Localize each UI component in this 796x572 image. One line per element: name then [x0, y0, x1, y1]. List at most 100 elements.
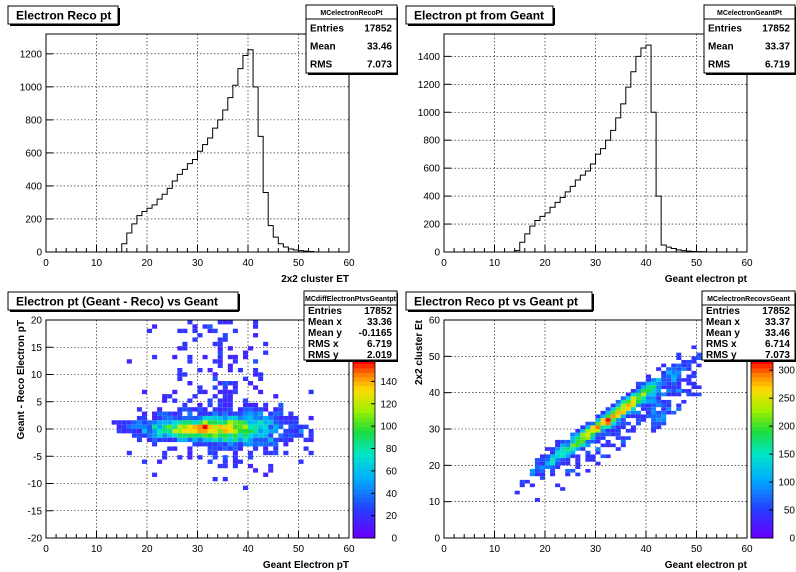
heatmap-cell	[248, 420, 254, 425]
histogram-bin	[273, 237, 278, 252]
heatmap-cell	[212, 455, 218, 460]
heatmap-cell	[580, 432, 586, 437]
heatmap-cell	[635, 385, 641, 390]
x-tick-label: 30	[192, 258, 204, 269]
heatmap-cell	[595, 450, 601, 455]
histogram-bin	[545, 213, 550, 252]
heatmap-cell	[227, 446, 233, 451]
heatmap-cell	[172, 415, 178, 421]
heatmap-cell	[651, 396, 657, 400]
histogram-bin	[283, 247, 288, 252]
heatmap-cell	[187, 446, 193, 451]
heatmap-cell	[288, 415, 294, 421]
heatmap-cell	[666, 403, 672, 408]
chart-title: Electron pt (Geant - Reco) vs Geant	[16, 295, 218, 309]
colorbar-segment	[353, 506, 375, 512]
heatmap-cell	[182, 346, 188, 351]
heatmap-cell	[666, 407, 672, 411]
heatmap-cell	[308, 429, 314, 434]
heatmap-cell	[248, 429, 254, 434]
heatmap-cell	[585, 429, 591, 433]
heatmap-cell	[268, 420, 274, 425]
heatmap-cell	[625, 403, 631, 408]
heatmap-cell	[217, 381, 223, 386]
heatmap-cell	[620, 439, 626, 444]
colorbar-segment	[353, 520, 375, 526]
heatmap-cell	[288, 424, 294, 429]
stats-label: RMS y	[308, 350, 339, 361]
stats-label: RMS	[708, 60, 731, 71]
heatmap-cell	[222, 411, 228, 416]
heatmap-cell	[136, 415, 142, 421]
colorbar-segment	[751, 533, 773, 539]
x-tick-label: 60	[343, 544, 355, 555]
heatmap-cell	[273, 407, 279, 412]
heatmap-cell	[651, 378, 657, 382]
heatmap-cell	[182, 433, 188, 438]
heatmap-cell	[197, 407, 203, 412]
heatmap-cell	[534, 498, 540, 502]
heatmap-cell	[217, 350, 223, 355]
heatmap-cell	[656, 418, 662, 422]
histogram-bin	[248, 50, 253, 252]
heatmap-cell	[222, 337, 228, 342]
heatmap-cell	[610, 418, 616, 422]
colorbar-segment	[751, 520, 773, 526]
heatmap-cell	[630, 389, 636, 393]
heatmap-cell	[273, 424, 279, 429]
heatmap-cell	[232, 389, 238, 395]
x-tick-label: 20	[539, 544, 551, 555]
heatmap-cell	[197, 411, 203, 416]
heatmap-cell	[666, 410, 672, 415]
heatmap-cell	[555, 483, 561, 488]
heatmap-cell	[222, 433, 228, 438]
heatmap-cell	[253, 411, 259, 416]
heatmap-cell	[248, 463, 254, 469]
heatmap-cell	[640, 403, 646, 408]
heatmap-cell	[610, 421, 616, 426]
colorbar-segment	[751, 475, 773, 481]
histogram-bin	[525, 234, 530, 252]
heatmap-cell	[539, 465, 545, 469]
heatmap-cell	[691, 374, 697, 379]
histogram-bin	[535, 221, 540, 252]
colorbar-segment	[751, 435, 773, 441]
heatmap-cell	[283, 437, 289, 443]
stats-value: 2.019	[367, 350, 392, 361]
histogram-bin	[555, 202, 560, 252]
heatmap-cell	[676, 356, 682, 360]
heatmap-cell	[187, 381, 193, 386]
heatmap-cell	[545, 454, 551, 459]
heatmap-cell	[227, 437, 233, 443]
heatmap-cell	[242, 433, 248, 438]
colorbar-segment	[751, 367, 773, 373]
heatmap-cell	[605, 439, 611, 444]
histogram-bin	[177, 174, 182, 252]
heatmap-cell	[207, 446, 213, 451]
heatmap-cell	[126, 359, 132, 364]
heatmap-cell	[237, 420, 243, 425]
heatmap-cell	[167, 429, 173, 434]
heatmap-cell	[212, 376, 218, 382]
heatmap-cell	[258, 372, 264, 377]
heatmap-cell	[237, 429, 243, 434]
heatmap-cell	[263, 437, 269, 443]
x-tick-label: 10	[91, 544, 103, 555]
y-tick-label: -15	[28, 506, 43, 517]
heatmap-cell	[162, 437, 168, 443]
heatmap-cell	[539, 468, 545, 473]
colorbar-segment	[751, 430, 773, 436]
x-tick-label: 20	[141, 544, 153, 555]
heatmap-cell	[248, 442, 254, 447]
stats-label: Entries	[310, 24, 344, 35]
heatmap-cell	[177, 376, 183, 382]
heatmap-cell	[182, 341, 188, 347]
y-axis-title: Geant - Reco Electron pT	[16, 320, 27, 439]
heatmap-cell	[600, 454, 606, 459]
histogram-bin	[621, 104, 626, 252]
heatmap-cell	[152, 354, 158, 360]
heatmap-cell	[575, 432, 581, 437]
heatmap-cell	[172, 424, 178, 429]
heatmap-cell	[207, 324, 213, 329]
histogram-bin	[157, 199, 162, 252]
